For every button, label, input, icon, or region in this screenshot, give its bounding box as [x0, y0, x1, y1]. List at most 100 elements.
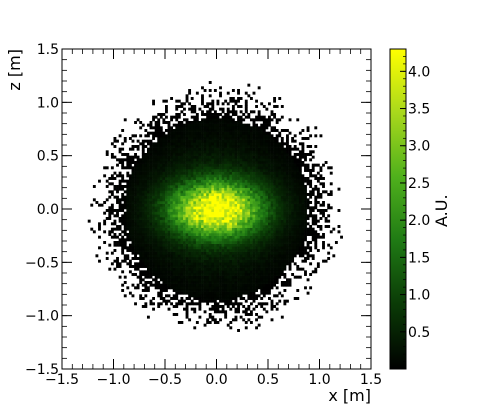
- heatmap-cell: [119, 228, 122, 231]
- heatmap-cell: [150, 150, 153, 153]
- heatmap-cell: [265, 292, 268, 295]
- heatmap-cell: [294, 236, 297, 239]
- heatmap-cell: [294, 209, 297, 212]
- heatmap-cell: [281, 217, 284, 220]
- heatmap-cell: [198, 217, 201, 220]
- heatmap-cell: [186, 204, 189, 207]
- heatmap-cell: [124, 206, 127, 209]
- heatmap-cell: [204, 113, 207, 116]
- heatmap-cell: [301, 137, 304, 140]
- heatmap-cell: [224, 206, 227, 209]
- heatmap-cell: [178, 158, 181, 161]
- heatmap-cell: [152, 201, 155, 204]
- heatmap-cell: [206, 286, 209, 289]
- heatmap-cell: [196, 249, 199, 252]
- heatmap-cell: [165, 273, 168, 276]
- heatmap-cell: [114, 228, 117, 231]
- heatmap-cell: [116, 212, 119, 215]
- heatmap-cell: [265, 230, 268, 233]
- heatmap-cell: [327, 257, 330, 260]
- heatmap-cell: [196, 273, 199, 276]
- heatmap-cell: [229, 286, 232, 289]
- heatmap-cell: [209, 257, 212, 260]
- heatmap-cell: [307, 180, 310, 183]
- heatmap-cell: [211, 244, 214, 247]
- heatmap-cell: [142, 228, 145, 231]
- heatmap-cell: [245, 249, 248, 252]
- heatmap-cell: [268, 246, 271, 249]
- heatmap-cell: [253, 262, 256, 265]
- heatmap-cell: [211, 209, 214, 212]
- heatmap-cell: [301, 188, 304, 191]
- heatmap-cell: [286, 278, 289, 281]
- heatmap-cell: [188, 297, 191, 300]
- heatmap-cell: [219, 222, 222, 225]
- heatmap-cell: [155, 276, 158, 279]
- heatmap-cell: [237, 185, 240, 188]
- heatmap-cell: [180, 132, 183, 135]
- heatmap-cell: [132, 230, 135, 233]
- heatmap-cell: [121, 238, 124, 241]
- heatmap-cell: [173, 156, 176, 159]
- heatmap-cell: [175, 238, 178, 241]
- heatmap-cell: [191, 270, 194, 273]
- heatmap-cell: [307, 126, 310, 129]
- heatmap-cell: [247, 124, 250, 127]
- heatmap-cell: [273, 268, 276, 271]
- heatmap-cell: [307, 228, 310, 231]
- heatmap-cell: [312, 164, 315, 167]
- heatmap-cell: [327, 204, 330, 207]
- heatmap-cell: [286, 212, 289, 215]
- heatmap-cell: [191, 198, 194, 201]
- heatmap-cell: [180, 236, 183, 239]
- heatmap-cell: [237, 252, 240, 255]
- heatmap-cell: [265, 148, 268, 151]
- heatmap-cell: [242, 206, 245, 209]
- heatmap-cell: [229, 97, 232, 100]
- heatmap-cell: [232, 204, 235, 207]
- heatmap-cell: [165, 233, 168, 236]
- heatmap-cell: [142, 297, 145, 300]
- heatmap-cell: [157, 254, 160, 257]
- heatmap-cell: [126, 190, 129, 193]
- heatmap-cell: [162, 236, 165, 239]
- heatmap-cell: [301, 150, 304, 153]
- heatmap-cell: [180, 124, 183, 127]
- heatmap-cell: [103, 166, 106, 169]
- heatmap-cell: [281, 150, 284, 153]
- heatmap-cell: [204, 182, 207, 185]
- heatmap-cell: [206, 193, 209, 196]
- heatmap-cell: [170, 177, 173, 180]
- heatmap-cell: [286, 190, 289, 193]
- heatmap-cell: [188, 166, 191, 169]
- heatmap-cell: [160, 233, 163, 236]
- heatmap-cell: [183, 289, 186, 292]
- heatmap-cell: [132, 161, 135, 164]
- heatmap-cell: [217, 134, 220, 137]
- heatmap-cell: [193, 225, 196, 228]
- heatmap-cell: [142, 284, 145, 287]
- heatmap-cell: [229, 214, 232, 217]
- heatmap-cell: [157, 270, 160, 273]
- heatmap-cell: [281, 260, 284, 263]
- heatmap-cell: [183, 164, 186, 167]
- heatmap-cell: [307, 153, 310, 156]
- heatmap-cell: [309, 174, 312, 177]
- heatmap-cell: [283, 158, 286, 161]
- heatmap-cell: [217, 180, 220, 183]
- heatmap-cell: [224, 273, 227, 276]
- heatmap-cell: [134, 214, 137, 217]
- heatmap-cell: [235, 132, 238, 135]
- heatmap-cell: [144, 302, 147, 305]
- heatmap-cell: [299, 201, 302, 204]
- heatmap-cell: [265, 273, 268, 276]
- heatmap-cell: [211, 105, 214, 108]
- heatmap-cell: [93, 185, 96, 188]
- heatmap-cell: [276, 257, 279, 260]
- heatmap-cell: [214, 286, 217, 289]
- heatmap-cell: [132, 294, 135, 297]
- heatmap-cell: [268, 254, 271, 257]
- heatmap-cell: [273, 177, 276, 180]
- heatmap-cell: [168, 126, 171, 129]
- heatmap-cell: [217, 121, 220, 124]
